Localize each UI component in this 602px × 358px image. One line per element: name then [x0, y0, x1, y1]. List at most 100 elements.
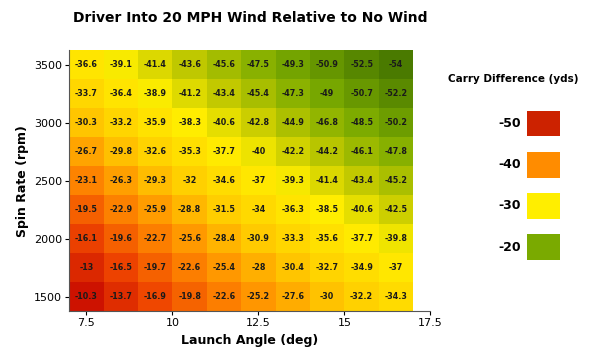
Text: -36.6: -36.6	[75, 60, 98, 69]
Bar	[138, 79, 172, 108]
Bar	[104, 50, 138, 79]
Bar	[207, 137, 241, 166]
Text: -46.1: -46.1	[350, 147, 373, 156]
Text: -26.3: -26.3	[110, 176, 132, 185]
Text: -33.3: -33.3	[281, 234, 304, 243]
Text: -19.8: -19.8	[178, 292, 201, 301]
Bar	[69, 108, 104, 137]
Text: -45.4: -45.4	[247, 89, 270, 98]
Text: -34: -34	[251, 205, 265, 214]
Bar	[172, 282, 207, 311]
Bar	[241, 79, 276, 108]
Text: -39.1: -39.1	[110, 60, 132, 69]
Text: -32: -32	[182, 176, 197, 185]
Text: -22.9: -22.9	[110, 205, 132, 214]
Text: Carry Difference (yds): Carry Difference (yds)	[448, 74, 579, 84]
Text: -52.2: -52.2	[385, 89, 408, 98]
Text: -28.8: -28.8	[178, 205, 201, 214]
Text: -19.5: -19.5	[75, 205, 98, 214]
Text: -37: -37	[251, 176, 265, 185]
Text: -27.6: -27.6	[281, 292, 305, 301]
Text: -22.6: -22.6	[213, 292, 235, 301]
Text: -29.3: -29.3	[144, 176, 167, 185]
Bar	[104, 253, 138, 282]
Text: -16.9: -16.9	[144, 292, 167, 301]
Bar	[379, 282, 413, 311]
Bar	[276, 224, 310, 253]
Bar	[172, 108, 207, 137]
Bar	[172, 137, 207, 166]
Bar	[138, 50, 172, 79]
Text: -29.8: -29.8	[110, 147, 132, 156]
Text: -43.4: -43.4	[213, 89, 235, 98]
Text: -26.7: -26.7	[75, 147, 98, 156]
Bar	[276, 166, 310, 195]
Bar	[344, 108, 379, 137]
Bar	[69, 195, 104, 224]
X-axis label: Launch Angle (deg): Launch Angle (deg)	[181, 334, 318, 347]
Bar	[138, 253, 172, 282]
Text: -32.7: -32.7	[315, 263, 339, 272]
Text: -32.6: -32.6	[144, 147, 167, 156]
Bar	[344, 282, 379, 311]
Text: -41.4: -41.4	[316, 176, 339, 185]
Text: -16.1: -16.1	[75, 234, 98, 243]
Bar	[310, 282, 344, 311]
Text: -19.7: -19.7	[144, 263, 167, 272]
Text: -16.5: -16.5	[110, 263, 132, 272]
Bar	[172, 195, 207, 224]
Bar	[69, 50, 104, 79]
Text: -30: -30	[498, 199, 521, 212]
Bar	[310, 137, 344, 166]
Text: -10.3: -10.3	[75, 292, 98, 301]
Bar	[379, 253, 413, 282]
Text: -48.5: -48.5	[350, 118, 373, 127]
Bar	[310, 50, 344, 79]
Text: -45.2: -45.2	[385, 176, 408, 185]
Text: -33.2: -33.2	[110, 118, 132, 127]
Text: -31.5: -31.5	[213, 205, 235, 214]
Bar	[207, 79, 241, 108]
Text: -36.4: -36.4	[110, 89, 132, 98]
Bar	[344, 137, 379, 166]
Bar	[241, 166, 276, 195]
Text: -36.3: -36.3	[281, 205, 304, 214]
Bar	[104, 79, 138, 108]
Bar	[379, 224, 413, 253]
Bar	[69, 79, 104, 108]
Text: -40: -40	[251, 147, 265, 156]
Text: -41.2: -41.2	[178, 89, 201, 98]
Text: -42.2: -42.2	[281, 147, 305, 156]
Bar	[172, 50, 207, 79]
Text: -38.5: -38.5	[315, 205, 339, 214]
Bar	[241, 253, 276, 282]
Text: -35.3: -35.3	[178, 147, 201, 156]
Bar	[310, 224, 344, 253]
Bar	[241, 108, 276, 137]
Bar	[344, 224, 379, 253]
Text: -25.4: -25.4	[213, 263, 235, 272]
Text: -40.6: -40.6	[350, 205, 373, 214]
Bar	[138, 195, 172, 224]
Text: -41.4: -41.4	[144, 60, 167, 69]
Bar	[172, 224, 207, 253]
Text: -35.6: -35.6	[316, 234, 339, 243]
Text: -13.7: -13.7	[110, 292, 132, 301]
Bar	[207, 108, 241, 137]
Bar	[172, 166, 207, 195]
Bar	[276, 253, 310, 282]
Bar	[138, 108, 172, 137]
Bar	[379, 108, 413, 137]
Bar	[276, 108, 310, 137]
Text: -25.9: -25.9	[144, 205, 167, 214]
Text: -37.7: -37.7	[213, 147, 235, 156]
Text: -52.5: -52.5	[350, 60, 373, 69]
Bar	[207, 50, 241, 79]
Bar	[379, 50, 413, 79]
Bar	[276, 79, 310, 108]
Text: -30.3: -30.3	[75, 118, 98, 127]
Bar	[379, 166, 413, 195]
Text: -28: -28	[251, 263, 265, 272]
Text: -35.9: -35.9	[144, 118, 167, 127]
Bar	[379, 195, 413, 224]
